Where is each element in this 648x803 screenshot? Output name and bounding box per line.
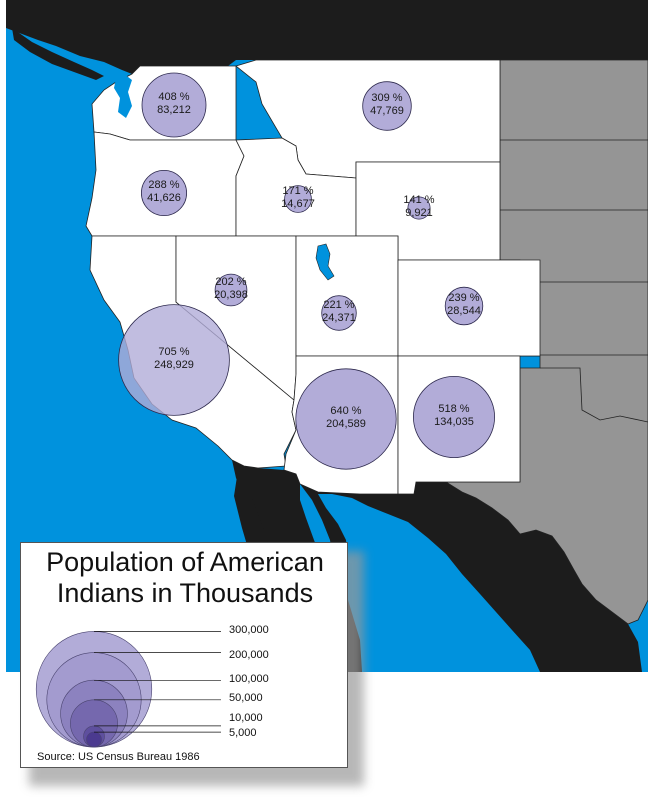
puget-sound <box>114 74 132 118</box>
legend-label-4: 10,000 <box>229 712 263 724</box>
bubble-pct-label-new-mexico: 518 % <box>438 403 469 415</box>
state-utah <box>295 235 399 357</box>
legend-title-line1: Population of American <box>46 547 324 577</box>
vancouver-island <box>12 28 104 80</box>
legend-label-0: 300,000 <box>229 624 269 636</box>
legend-circle-5 <box>86 731 102 748</box>
bubble-california <box>118 304 230 416</box>
bubble-pct-label-utah: 221 % <box>323 299 354 311</box>
bubble-pop-label-arizona: 204,589 <box>326 418 366 430</box>
bubble-pct-label-washington: 408 % <box>158 91 189 103</box>
legend-title-line2: Indians in Thousands <box>56 578 314 608</box>
bubble-pop-label-utah: 24,371 <box>322 312 356 324</box>
bubble-pop-label-idaho: 14,677 <box>281 198 315 210</box>
central-states-region <box>444 59 648 625</box>
bubble-arizona <box>295 368 397 470</box>
bubble-pct-label-wyoming: 141 % <box>403 194 434 206</box>
bubble-idaho <box>284 185 312 213</box>
bubble-pop-label-colorado: 28,544 <box>447 305 481 317</box>
bubble-pct-label-oregon: 288 % <box>148 179 179 191</box>
legend-leader-lines: 300,000 200,000 100,000 50,000 10,000 5,000 <box>94 624 269 739</box>
bubble-colorado <box>444 286 484 326</box>
bubble-pct-label-idaho: 171 % <box>282 185 313 197</box>
legend-label-2: 100,000 <box>229 673 269 685</box>
bubble-pop-label-washington: 83,212 <box>157 104 191 116</box>
bubble-pct-label-nevada: 202 % <box>215 276 246 288</box>
bubble-new-mexico <box>412 375 495 458</box>
great-salt-lake <box>315 243 335 281</box>
legend-label-3: 50,000 <box>229 692 263 704</box>
bubble-pop-label-oregon: 41,626 <box>147 192 181 204</box>
bubble-pop-label-nevada: 20,398 <box>214 289 248 301</box>
bubble-oregon <box>140 169 187 216</box>
bubble-nevada <box>214 273 248 307</box>
central-state-borders <box>500 139 648 423</box>
bubble-pct-label-california: 705 % <box>158 346 189 358</box>
bubble-washington <box>141 72 207 138</box>
legend-title: Population of American Indians in Thousa… <box>21 547 349 609</box>
legend-label-1: 200,000 <box>229 649 269 661</box>
bubble-pct-label-arizona: 640 % <box>330 405 361 417</box>
legend-circles <box>35 631 153 748</box>
legend-label-5: 5,000 <box>229 727 257 739</box>
bubble-utah <box>321 295 357 331</box>
bubble-montana <box>362 81 412 131</box>
bubble-pop-label-new-mexico: 134,035 <box>434 416 474 428</box>
legend-box: Population of American Indians in Thousa… <box>20 542 348 768</box>
legend-scale: 300,000 200,000 100,000 50,000 10,000 5,000 <box>35 624 269 748</box>
bubble-pct-label-colorado: 239 % <box>448 292 479 304</box>
bubble-pop-label-montana: 47,769 <box>370 105 404 117</box>
canada-region <box>6 0 648 74</box>
bubble-pct-label-montana: 309 % <box>371 92 402 104</box>
bubble-pop-label-wyoming: 9,921 <box>405 207 433 219</box>
legend-source: Source: US Census Bureau 1986 <box>37 751 200 763</box>
bubble-pop-label-california: 248,929 <box>154 359 194 371</box>
bubble-wyoming <box>407 196 431 220</box>
